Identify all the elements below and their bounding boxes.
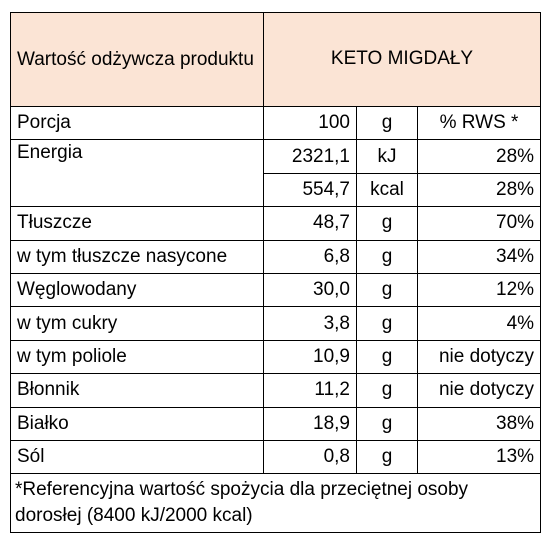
energy-kcal-value: 554,7	[263, 172, 357, 208]
nutrient-value: 11,2	[263, 373, 357, 408]
nutrient-value: 0,8	[263, 440, 357, 475]
nutrition-table: Wartość odżywcza produktu KETO MIGDAŁY P…	[9, 12, 542, 533]
nutrient-unit: g	[356, 272, 418, 308]
energy-kcal-rws: 28%	[416, 172, 542, 208]
nutrient-unit: g	[356, 373, 418, 408]
energy-kj-value: 2321,1	[263, 139, 357, 174]
nutrient-label: Błonnik	[10, 373, 264, 408]
nutrient-label: Tłuszcze	[10, 206, 264, 241]
footnote: *Referencyjna wartość spożycia dla przec…	[9, 473, 542, 533]
table-row: w tym tłuszcze nasycone 6,8 g 34%	[10, 239, 542, 275]
portion-label: Porcja	[10, 105, 264, 141]
nutrient-value: 3,8	[263, 306, 357, 341]
energy-kcal-row: 554,7 kcal 28%	[11, 172, 542, 208]
rws-header: % RWS *	[416, 105, 542, 141]
nutrient-label: Węglowodany	[10, 272, 264, 308]
nutrient-value: 18,9	[263, 406, 357, 442]
nutrient-rws: nie dotyczy	[416, 339, 542, 375]
energy-kj-rws: 28%	[416, 139, 542, 174]
nutrient-unit: g	[356, 306, 418, 341]
nutrient-label: w tym poliole	[10, 339, 264, 375]
header-row: Wartość odżywcza produktu KETO MIGDAŁY	[10, 12, 542, 107]
footnote-row: *Referencyjna wartość spożycia dla przec…	[9, 473, 542, 533]
table-row: Tłuszcze 48,7 g 70%	[10, 206, 542, 241]
portion-value: 100	[263, 105, 357, 141]
nutrient-value: 6,8	[263, 239, 357, 275]
table-row: w tym poliole 10,9 g nie dotyczy	[10, 339, 542, 375]
energy-label: Energia	[10, 139, 264, 208]
nutrient-label: w tym cukry	[10, 306, 264, 341]
nutrient-rws: nie dotyczy	[416, 373, 542, 408]
nutrient-unit: g	[356, 206, 418, 241]
nutrient-label: Białko	[10, 406, 264, 442]
nutrient-rws: 12%	[416, 272, 542, 308]
nutrient-rws: 38%	[416, 406, 542, 442]
table-row: Błonnik 11,2 g nie dotyczy	[10, 373, 542, 408]
product-name: KETO MIGDAŁY	[262, 12, 542, 107]
table-row: w tym cukry 3,8 g 4%	[10, 306, 542, 341]
nutrient-unit: g	[356, 440, 418, 475]
header-label: Wartość odżywcza produktu	[10, 12, 264, 107]
nutrient-value: 30,0	[263, 272, 357, 308]
table-row: Białko 18,9 g 38%	[10, 406, 542, 442]
table-row: Węglowodany 30,0 g 12%	[10, 272, 542, 308]
nutrient-unit: g	[356, 406, 418, 442]
nutrient-value: 48,7	[263, 206, 357, 241]
portion-unit: g	[356, 105, 418, 141]
nutrient-rws: 34%	[416, 239, 542, 275]
nutrient-value: 10,9	[263, 339, 357, 375]
energy-kcal-unit: kcal	[356, 172, 418, 208]
nutrient-rws: 13%	[416, 440, 542, 475]
portion-row: Porcja 100 g % RWS *	[10, 105, 542, 141]
nutrient-rws: 70%	[416, 206, 542, 241]
nutrient-label: Sól	[10, 440, 264, 475]
nutrient-rws: 4%	[416, 306, 542, 341]
nutrient-label: w tym tłuszcze nasycone	[10, 239, 264, 275]
energy-kj-unit: kJ	[356, 139, 418, 174]
nutrient-unit: g	[356, 239, 418, 275]
energy-kj-row: Energia 2321,1 kJ 28%	[10, 139, 542, 208]
nutrient-unit: g	[356, 339, 418, 375]
table-row: Sól 0,8 g 13%	[10, 440, 542, 475]
